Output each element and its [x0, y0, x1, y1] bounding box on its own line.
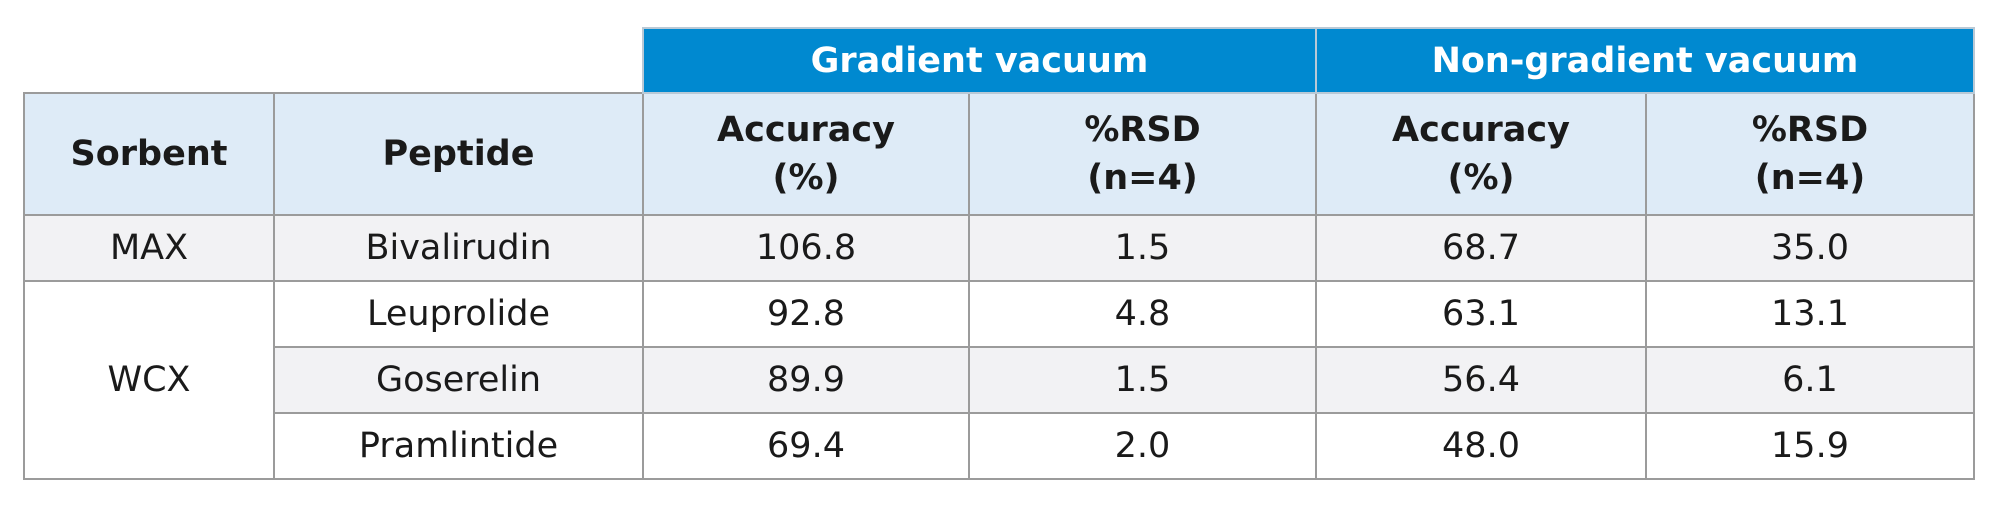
- sorbent-cell: MAX: [23, 214, 275, 282]
- value-cell: 89.9: [642, 346, 970, 414]
- blank: [24, 28, 643, 93]
- value-cell: 6.1: [1645, 346, 1975, 414]
- data-row: Goserelin 89.9 1.5 56.4 6.1: [24, 346, 1975, 414]
- column-header-row: Sorbent Peptide Accuracy (%) %RSD (n=4) Accura…: [23, 92, 1975, 216]
- header-line: Peptide: [382, 134, 535, 174]
- peptide-cell: Goserelin: [273, 346, 644, 414]
- peptide-cell: Pramlintide: [273, 412, 644, 480]
- column-header: Accuracy (%): [1315, 92, 1647, 216]
- value-cell: 106.8: [642, 214, 970, 282]
- group-header-row: Gradient vacuum Non-gradient vacuum: [24, 27, 1975, 94]
- value-cell: 2.0: [968, 412, 1317, 480]
- value-cell: 15.9: [1645, 412, 1975, 480]
- data-row: MAX Bivalirudin 106.8 1.5 68.7 35.0: [23, 214, 1975, 282]
- header-line: (%): [1447, 158, 1515, 198]
- results-table: Gradient vacuum Non-gradient vacuum Sorb…: [23, 27, 1975, 480]
- value-cell: 13.1: [1645, 280, 1975, 348]
- header-line: (n=4): [1087, 158, 1198, 198]
- value-cell: 1.5: [968, 214, 1317, 282]
- value-cell: 1.5: [968, 346, 1317, 414]
- peptide-cell: Leuprolide: [273, 280, 644, 348]
- group-header: Non-gradient vacuum: [1315, 27, 1975, 94]
- header-line: Accuracy: [1392, 110, 1570, 150]
- table-body: MAX Bivalirudin 106.8 1.5 68.7 35.0 WCX Leuprol…: [23, 214, 1975, 480]
- column-header: %RSD (n=4): [1645, 92, 1975, 216]
- group-header: Gradient vacuum: [642, 27, 1317, 94]
- peptide-cell: Bivalirudin: [273, 214, 644, 282]
- value-cell: 56.4: [1315, 346, 1647, 414]
- column-header: %RSD (n=4): [968, 92, 1317, 216]
- header-line: Sorbent: [70, 134, 228, 174]
- header-line: (n=4): [1754, 158, 1866, 198]
- column-header: Sorbent: [23, 92, 275, 216]
- value-cell: 63.1: [1315, 280, 1647, 348]
- header-line: Accuracy: [717, 110, 895, 150]
- value-cell: 48.0: [1315, 412, 1647, 480]
- value-cell: 69.4: [642, 412, 970, 480]
- value-cell: 92.8: [642, 280, 970, 348]
- column-header: Accuracy (%): [642, 92, 970, 216]
- sorbent-cell: WCX: [23, 280, 275, 480]
- value-cell: 35.0: [1645, 214, 1975, 282]
- header-line: %RSD: [1084, 110, 1201, 150]
- data-row: WCX Leuprolide 92.8 4.8 63.1 13.1: [23, 280, 1975, 480]
- column-header: Peptide: [273, 92, 644, 216]
- header-line: (%): [772, 158, 840, 198]
- value-cell: 4.8: [968, 280, 1317, 348]
- data-row: Pramlintide 69.4 2.0 48.0 15.9: [24, 412, 1975, 480]
- value-cell: 68.7: [1315, 214, 1647, 282]
- header-line: %RSD: [1751, 110, 1869, 150]
